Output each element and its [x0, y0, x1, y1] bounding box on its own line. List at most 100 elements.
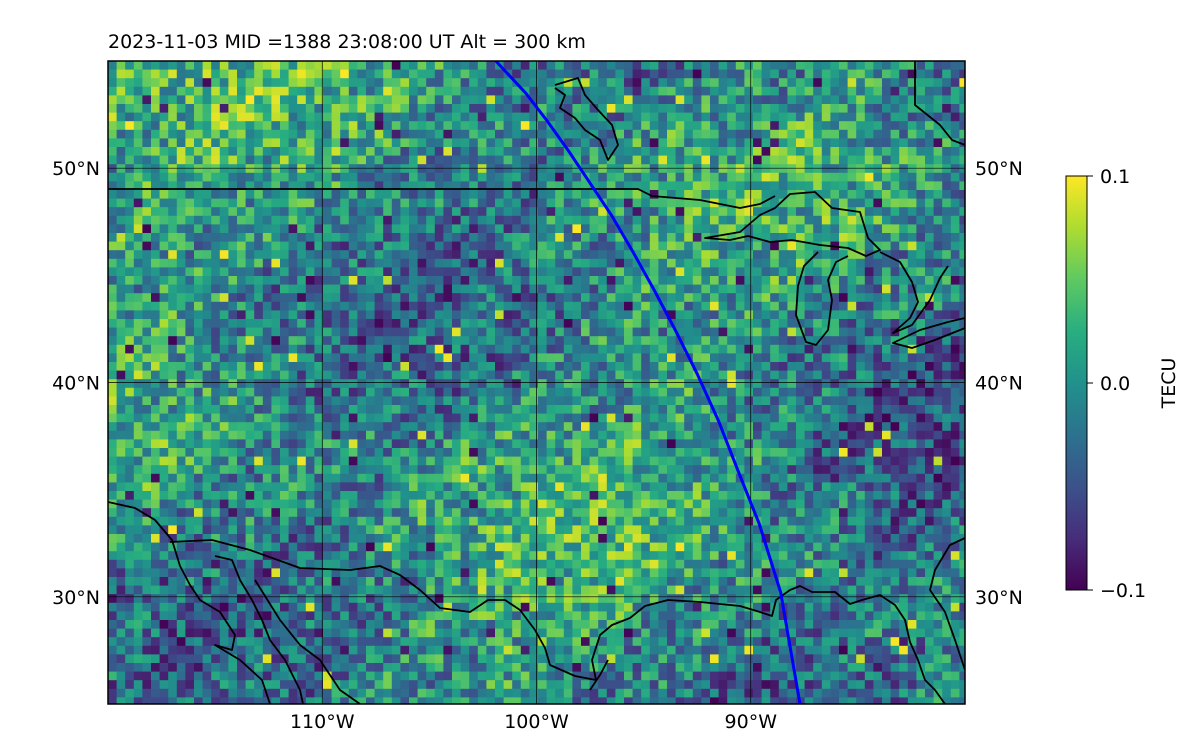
- heatmap-cell: [176, 95, 186, 105]
- heatmap-cell: [434, 190, 444, 199]
- heatmap-cell: [882, 413, 891, 423]
- heatmap-cell: [641, 344, 651, 354]
- heatmap-cell: [374, 336, 384, 346]
- heatmap-cell: [546, 69, 556, 79]
- heatmap-cell: [598, 129, 608, 139]
- heatmap-cell: [529, 86, 539, 96]
- heatmap-cell: [727, 198, 737, 208]
- heatmap-cell: [632, 86, 642, 96]
- heatmap-cell: [572, 155, 582, 165]
- heatmap-cell: [555, 138, 565, 148]
- heatmap-cell: [254, 224, 264, 234]
- heatmap-cell: [512, 448, 522, 457]
- heatmap-cell: [262, 439, 272, 449]
- heatmap-cell: [744, 95, 754, 105]
- heatmap-cell: [417, 413, 427, 423]
- heatmap-cell: [581, 112, 590, 122]
- heatmap-cell: [701, 215, 711, 225]
- heatmap-cell: [237, 207, 246, 217]
- heatmap-cell: [262, 430, 272, 440]
- heatmap-cell: [813, 241, 823, 251]
- heatmap-cell: [116, 319, 126, 328]
- heatmap-cell: [538, 147, 547, 156]
- heatmap-cell: [125, 121, 135, 131]
- heatmap-cell: [830, 172, 840, 182]
- heatmap-cell: [632, 198, 642, 208]
- heatmap-cell: [761, 362, 771, 371]
- heatmap-cell: [692, 353, 702, 363]
- heatmap-cell: [151, 362, 160, 371]
- heatmap-cell: [125, 387, 135, 397]
- heatmap-cell: [606, 379, 616, 389]
- heatmap-cell: [452, 198, 461, 208]
- heatmap-cell: [219, 396, 229, 406]
- heatmap-cell: [503, 258, 513, 268]
- heatmap-cell: [529, 95, 539, 105]
- heatmap-cell: [443, 104, 453, 113]
- heatmap-cell: [409, 129, 418, 139]
- heatmap-cell: [606, 267, 616, 277]
- heatmap-cell: [701, 301, 711, 311]
- heatmap-cell: [950, 69, 960, 79]
- heatmap-cell: [589, 241, 599, 251]
- heatmap-cell: [391, 147, 401, 156]
- heatmap-cell: [142, 86, 152, 96]
- heatmap-cell: [787, 95, 797, 105]
- heatmap-cell: [219, 86, 229, 96]
- heatmap-cell: [194, 276, 203, 285]
- heatmap-cell: [469, 473, 479, 483]
- heatmap-cell: [460, 155, 470, 165]
- heatmap-cell: [383, 86, 393, 96]
- heatmap-cell: [658, 104, 668, 113]
- heatmap-cell: [391, 448, 401, 457]
- heatmap-cell: [452, 86, 461, 96]
- heatmap-cell: [727, 396, 737, 406]
- heatmap-cell: [882, 86, 891, 96]
- heatmap-cell: [460, 267, 470, 277]
- heatmap-cell: [142, 396, 152, 406]
- heatmap-cell: [443, 344, 453, 354]
- heatmap-cell: [890, 250, 900, 260]
- heatmap-cell: [443, 456, 453, 466]
- heatmap-cell: [684, 129, 694, 139]
- chart-title: 2023-11-03 MID =1388 23:08:00 UT Alt = 3…: [108, 31, 586, 53]
- heatmap-cell: [735, 190, 745, 199]
- heatmap-cell: [452, 327, 461, 337]
- heatmap-cell: [899, 172, 909, 182]
- heatmap-cell: [890, 190, 900, 199]
- heatmap-cell: [813, 362, 823, 371]
- heatmap-cell: [133, 250, 143, 260]
- heatmap-cell: [228, 112, 238, 122]
- heatmap-cell: [331, 276, 341, 285]
- heatmap-cell: [159, 69, 169, 79]
- heatmap-cell: [374, 387, 384, 397]
- heatmap-cell: [254, 129, 264, 139]
- heatmap-cell: [142, 405, 152, 414]
- heatmap-cell: [211, 207, 221, 217]
- heatmap-cell: [297, 456, 307, 466]
- heatmap-cell: [684, 319, 694, 328]
- heatmap-cell: [133, 362, 143, 371]
- heatmap-cell: [417, 69, 427, 79]
- heatmap-cell: [288, 78, 298, 88]
- heatmap-cell: [305, 241, 315, 251]
- heatmap-cell: [486, 233, 496, 242]
- heatmap-cell: [391, 112, 401, 122]
- heatmap-cell: [452, 112, 461, 122]
- heatmap-cell: [675, 422, 685, 432]
- heatmap-cell: [314, 69, 324, 79]
- heatmap-cell: [340, 207, 350, 217]
- heatmap-cell: [538, 482, 547, 492]
- heatmap-cell: [718, 439, 728, 449]
- heatmap-cell: [813, 310, 823, 320]
- heatmap-cell: [925, 147, 934, 156]
- heatmap-cell: [598, 164, 608, 174]
- heatmap-cell: [658, 181, 668, 191]
- heatmap-cell: [426, 293, 436, 303]
- heatmap-cell: [804, 370, 814, 380]
- heatmap-cell: [718, 276, 728, 285]
- heatmap-cell: [950, 396, 960, 406]
- heatmap-cell: [357, 78, 367, 88]
- heatmap-cell: [159, 301, 169, 311]
- heatmap-cell: [108, 181, 117, 191]
